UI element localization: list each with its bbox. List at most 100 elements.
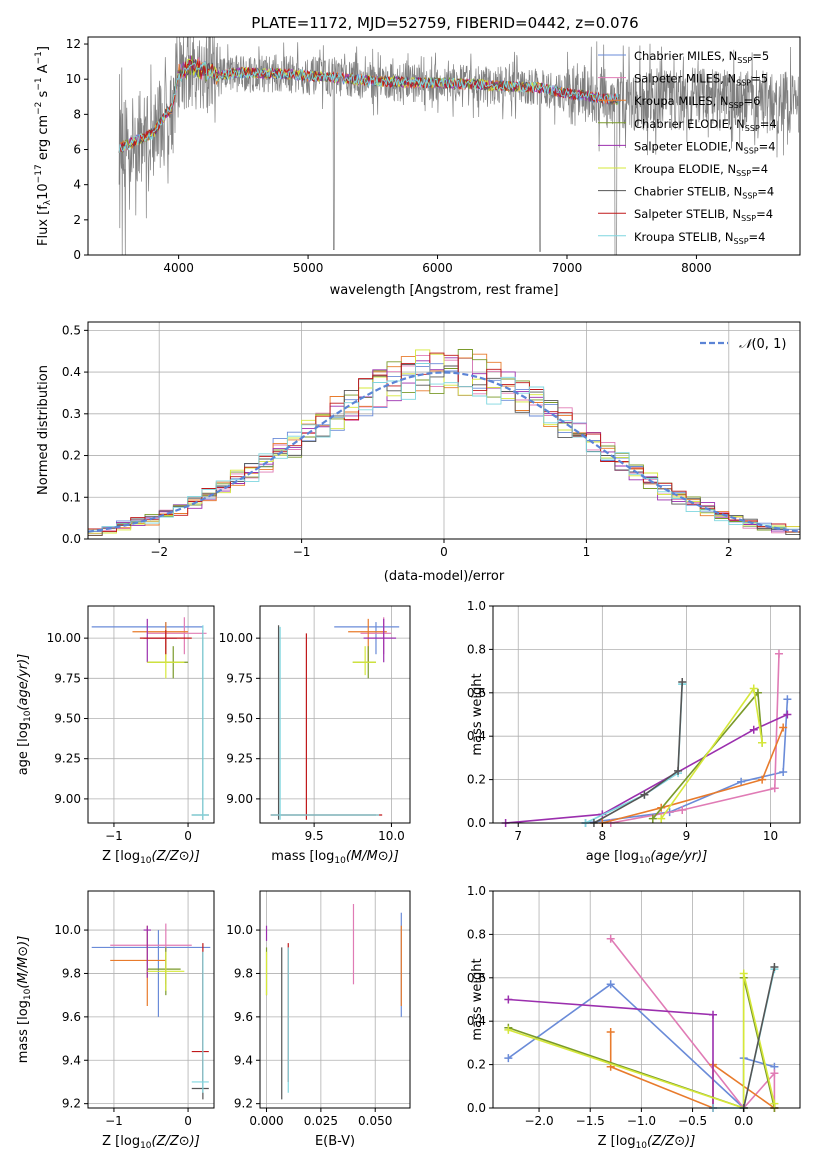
panel-ytick-label: 0.6 <box>467 971 486 985</box>
residual-ytick-label: 0.3 <box>62 407 81 421</box>
panel-frame <box>492 605 801 824</box>
panel-frame <box>259 605 411 824</box>
xlabel-main: Z [log <box>102 849 140 864</box>
panel-ytick-label: 9.75 <box>54 671 81 685</box>
spectrum-xtick-label: 5000 <box>293 261 324 275</box>
legend-label-subscript: SSP <box>745 124 760 133</box>
panel-ytick-label: 1.0 <box>467 884 486 898</box>
xlabel-subscript: 10 <box>636 1141 648 1151</box>
series-point <box>779 723 788 732</box>
legend-label-count: =4 <box>757 185 774 199</box>
panel-ytick-label: 0.0 <box>467 816 486 830</box>
xlabel-main: mass [log <box>271 849 334 864</box>
spectrum-ytick-label: 4 <box>73 178 81 192</box>
mass-weight-vs-metallicity-panel: −2.0 −1.5 −1.0 −0.5 0.0 0.0 0.2 0.4 0.6 0.8 1.0 Z [… <box>467 884 801 1151</box>
residual-histogram-step <box>88 363 800 532</box>
panel-ytick-label: 9.00 <box>54 792 81 806</box>
panel-ytick-label: 1.0 <box>467 599 486 613</box>
panel-ylabel: mass weight <box>470 673 485 755</box>
panel-xtick-label: 7 <box>514 829 522 843</box>
legend-label-count: =4 <box>756 207 773 221</box>
xlabel-subscript: 10 <box>639 856 651 866</box>
panel-data <box>501 649 792 827</box>
legend-label-text: Chabrier MILES, N <box>634 49 737 63</box>
series-line <box>610 653 780 824</box>
panel-frame <box>259 890 411 1109</box>
legend-label-count: =5 <box>752 49 769 63</box>
panel-gridlines <box>88 606 214 823</box>
xlabel-tail: (age/yr)] <box>650 849 707 864</box>
legend-label: Chabrier STELIB, NSSP=4 <box>634 185 774 201</box>
residual-ytick-label: 0.1 <box>62 490 81 504</box>
panel-ytick-label: 9.6 <box>234 1010 253 1024</box>
xlabel-tail: (Z/Z⊙)] <box>647 1134 695 1149</box>
series-point <box>753 688 762 697</box>
xlabel-subscript: 10 <box>140 856 152 866</box>
xlabel-main: age [log <box>586 849 639 864</box>
panel-ytick-label: 0.8 <box>467 642 486 656</box>
series-point <box>504 995 513 1004</box>
spectrum-frame <box>87 36 801 256</box>
xlabel-subscript: 10 <box>140 1141 152 1151</box>
panel-gridlines <box>88 891 214 1108</box>
panel-data <box>504 934 779 1112</box>
residual-xlabel: (data-model)/error <box>384 569 505 584</box>
legend-label: Kroupa ELODIE, NSSP=4 <box>634 162 768 178</box>
series-point <box>737 777 746 786</box>
series-line <box>505 713 788 824</box>
panel-ytick-label: 10.00 <box>219 631 253 645</box>
panel-ytick-label: 0.8 <box>467 927 486 941</box>
series-point <box>674 766 683 775</box>
spectrum-ytick-label: 6 <box>73 143 81 157</box>
panel-ytick-label: 0.4 <box>467 1014 486 1028</box>
series-point <box>770 962 779 971</box>
legend-label: Chabrier ELODIE, NSSP=4 <box>634 117 777 133</box>
spectrum-panel: 4000 5000 6000 7000 8000 0 2 4 6 8 10 12 Chabrier M… <box>34 36 801 298</box>
spectrum-ticks: 4000 5000 6000 7000 8000 0 2 4 6 8 10 12 <box>66 37 712 275</box>
panel-xtick-label: −1 <box>105 1114 123 1128</box>
series-point <box>758 738 767 747</box>
legend-label-count: =6 <box>744 94 761 108</box>
panel-ticks: −1 0 9.2 9.4 9.6 9.8 10.0 <box>54 923 192 1128</box>
residual-ticks: −2 −1 0 1 2 0.0 0.1 0.2 0.3 0.4 0.5 <box>62 323 733 559</box>
panel-ticks: 9.5 10.0 9.00 9.25 9.50 9.75 10.00 <box>219 631 405 843</box>
panel-ytick-label: 9.00 <box>226 792 253 806</box>
legend-label-count: =5 <box>751 72 768 86</box>
model-spectrum-line <box>118 60 619 153</box>
legend-label: Salpeter ELODIE, NSSP=4 <box>634 139 776 155</box>
series-point <box>770 784 779 793</box>
legend-label-subscript: SSP <box>736 169 751 178</box>
series-line <box>742 966 776 1109</box>
spectrum-data <box>118 36 800 256</box>
series-point <box>657 814 666 823</box>
panel-ytick-label: 9.8 <box>234 966 253 980</box>
panel-ytick-label: 0.6 <box>467 686 486 700</box>
panel-ytick-label: 9.25 <box>54 752 81 766</box>
legend-label-text: Salpeter STELIB, N <box>634 207 741 221</box>
residual-ytick-label: 0.0 <box>62 532 81 546</box>
legend-label-count: =4 <box>759 139 776 153</box>
model-spectrum-line <box>118 59 619 154</box>
panel-gridlines <box>260 606 410 823</box>
panel-xtick-label: 8 <box>599 829 607 843</box>
residual-xtick-label: 1 <box>583 545 591 559</box>
series-point <box>648 814 657 823</box>
panel-data <box>91 923 211 1100</box>
panel-ylabel: age [log10(age/yr)] <box>16 654 33 776</box>
panel-ytick-label: 0.4 <box>467 729 486 743</box>
legend-label-text: Kroupa MILES, N <box>634 94 729 108</box>
panel-ytick-label: 9.75 <box>226 671 253 685</box>
panel-xtick-label: 0.000 <box>249 1114 283 1128</box>
xlabel-tail: (Z/Z⊙)] <box>152 1134 200 1149</box>
gauss-curve <box>87 371 801 533</box>
observed-spectrum-line <box>118 36 800 256</box>
spectrum-ytick-label: 0 <box>73 248 81 262</box>
series-point <box>606 934 615 943</box>
legend-label-subscript: SSP <box>741 214 756 223</box>
spectrum-ytick-label: 12 <box>66 37 81 51</box>
legend-label-count: =4 <box>749 230 766 244</box>
legend-label-subscript: SSP <box>736 79 751 88</box>
panel-gridlines <box>260 891 410 1108</box>
